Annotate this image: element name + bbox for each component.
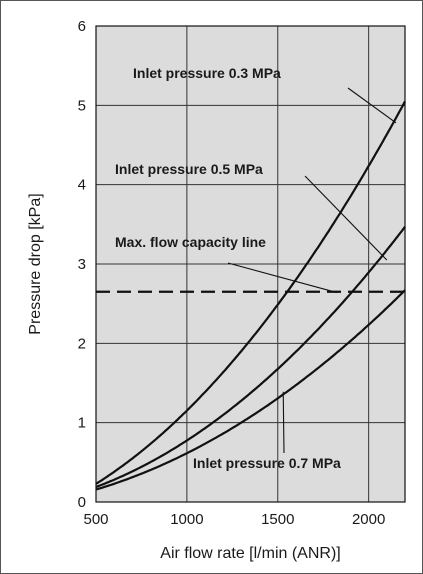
annotation-label: Inlet pressure 0.5 MPa <box>115 161 263 177</box>
y-tick-label: 2 <box>78 335 86 352</box>
y-tick-label: 1 <box>78 415 86 432</box>
x-axis-label: Air flow rate [l/min (ANR)] <box>160 545 340 562</box>
y-tick-label: 6 <box>78 18 86 35</box>
y-tick-label: 4 <box>78 177 86 194</box>
y-axis-label: Pressure drop [kPa] <box>27 193 44 334</box>
y-tick-label: 3 <box>78 256 86 273</box>
annotations: Inlet pressure 0.3 MPa Inlet pressure 0.5… <box>115 65 341 471</box>
tick-labels: 0 1 2 3 4 5 6 500 1000 1500 2000 <box>78 18 386 528</box>
annotation-leader-line <box>347 87 397 124</box>
plot-frame <box>95 25 406 503</box>
annotation-label: Max. flow capacity line <box>115 234 266 250</box>
annotation-leader-line <box>304 175 388 261</box>
x-tick-label: 2000 <box>352 511 385 528</box>
x-tick-label: 1000 <box>170 511 203 528</box>
series-line-0 <box>95 100 406 485</box>
annotation-leaders <box>227 87 397 454</box>
annotation-label: Inlet pressure 0.3 MPa <box>133 65 281 81</box>
annotation-leader-line <box>282 391 285 454</box>
x-tick-label: 500 <box>83 511 108 528</box>
x-tick-label: 1500 <box>261 511 294 528</box>
series-line-2 <box>95 289 406 491</box>
series-lines <box>95 100 406 491</box>
annotation-leader-line <box>227 262 337 294</box>
y-tick-label: 0 <box>78 494 86 511</box>
series-line-1 <box>95 226 406 489</box>
annotation-label: Inlet pressure 0.7 MPa <box>193 455 341 471</box>
y-tick-label: 5 <box>78 97 86 114</box>
